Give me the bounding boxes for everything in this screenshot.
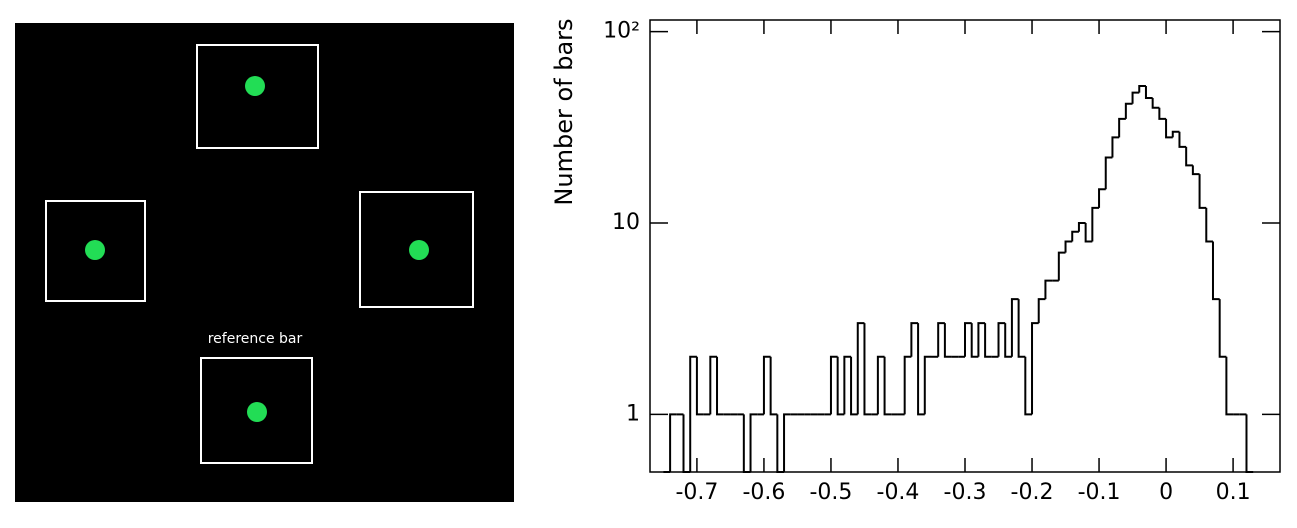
square — [45, 200, 146, 302]
histogram-bin — [1010, 298, 1019, 357]
x-tick-label: -0.6 — [742, 480, 785, 505]
histogram-bin — [1225, 356, 1234, 416]
histogram-bin — [937, 322, 945, 357]
histogram-bin — [829, 355, 838, 415]
histogram-bin — [689, 355, 697, 472]
histogram-bin — [1198, 174, 1207, 209]
histogram-bin — [709, 355, 718, 415]
histogram-bin — [1071, 230, 1079, 242]
histogram-bin — [776, 414, 785, 473]
histogram-bin — [923, 355, 932, 415]
histogram-bin — [1185, 146, 1193, 167]
dot — [247, 402, 267, 422]
x-tick-label: -0.1 — [1078, 480, 1121, 505]
square — [196, 44, 319, 149]
histogram-bin — [1098, 188, 1106, 208]
x-tick-label: -0.2 — [1011, 480, 1054, 505]
histogram-bin — [742, 414, 751, 473]
histogram-bin — [1111, 136, 1120, 158]
histogram-bin — [984, 323, 992, 358]
histogram-bin — [1064, 240, 1073, 253]
histogram-bin — [977, 322, 986, 357]
histogram-bin — [1178, 131, 1187, 148]
histogram-bin — [1144, 85, 1153, 99]
stimulus-panel — [15, 23, 514, 502]
histogram-bin — [1017, 299, 1026, 358]
histogram-bin — [769, 356, 778, 416]
histogram-bin — [1151, 97, 1160, 109]
histogram-bin — [695, 356, 704, 416]
histogram-bin — [1124, 102, 1133, 119]
histogram-bin — [1104, 156, 1113, 190]
y-tick-label: 1 — [626, 401, 640, 426]
histogram-bin — [1044, 279, 1053, 300]
plot-frame — [649, 19, 1281, 473]
histogram-bin — [964, 322, 972, 357]
histogram-bin — [762, 355, 771, 415]
square — [200, 357, 313, 464]
histogram-bin — [1138, 84, 1146, 93]
histogram-bin — [1084, 223, 1093, 243]
histogram-bin — [1205, 207, 1213, 243]
histogram-bin — [910, 322, 919, 357]
histogram-bin — [843, 355, 852, 415]
y-tick-label: 10² — [603, 19, 640, 44]
histogram-bin — [1077, 222, 1086, 232]
reference-label: reference bar — [208, 331, 303, 347]
histogram-bin — [970, 323, 979, 358]
histogram-bin — [903, 355, 912, 415]
histogram-bin — [1118, 117, 1126, 138]
x-tick-label: 0 — [1159, 480, 1173, 505]
x-tick-label: -0.3 — [944, 480, 987, 505]
y-axis-label: Number of bars — [550, 18, 578, 205]
histogram-bin — [749, 413, 758, 472]
histogram-bin — [1218, 299, 1227, 358]
histogram-bin — [1158, 107, 1167, 120]
histogram-bin — [1191, 165, 1200, 176]
histogram-bin — [883, 356, 892, 416]
histogram-bin — [669, 413, 677, 472]
histogram-bin — [1031, 322, 1039, 415]
x-tick-label: 0.1 — [1216, 480, 1251, 505]
histogram-bin — [876, 355, 885, 415]
histogram-bin — [1211, 241, 1220, 301]
squares — [45, 44, 474, 464]
histogram-bin — [1091, 206, 1100, 242]
histogram-bin — [1024, 356, 1033, 416]
histogram-bin — [783, 413, 791, 472]
histogram-bin — [1131, 91, 1140, 104]
histogram-bin — [716, 356, 724, 416]
histogram-bin — [917, 323, 925, 416]
dot — [85, 240, 105, 260]
histogram-bin — [1057, 251, 1066, 281]
histogram-bin — [997, 322, 1006, 357]
histogram-bin — [1004, 323, 1012, 358]
histogram-bin — [943, 323, 952, 358]
histogram-bin — [682, 414, 691, 473]
y-tick-label: 10 — [612, 210, 640, 235]
histogram-bin — [1037, 298, 1046, 324]
dots — [85, 76, 429, 422]
dot — [409, 240, 429, 260]
x-tick-label: -0.4 — [877, 480, 920, 505]
dot — [245, 76, 265, 96]
square — [359, 191, 474, 308]
histogram-bin — [1165, 118, 1173, 139]
histogram-bin — [850, 356, 858, 416]
histogram-bin — [1245, 414, 1254, 473]
x-tick-label: -0.7 — [675, 480, 718, 505]
histogram-bin — [856, 322, 865, 415]
histogram-bin — [836, 356, 845, 416]
x-tick-label: -0.5 — [809, 480, 852, 505]
histogram-bin — [863, 323, 872, 416]
histogram-bin — [1171, 130, 1180, 138]
